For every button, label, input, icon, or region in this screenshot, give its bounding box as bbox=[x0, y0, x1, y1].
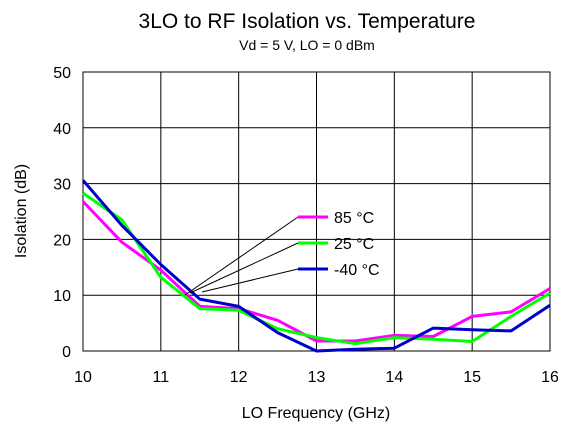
series-line-2 bbox=[82, 191, 551, 346]
y-tick-label: 10 bbox=[53, 288, 71, 305]
y-tick-label: 0 bbox=[62, 344, 71, 361]
legend-leader-line bbox=[184, 216, 299, 296]
chart-subtitle: Vd = 5 V, LO = 0 dBm bbox=[239, 37, 375, 53]
series-line-1 bbox=[81, 200, 551, 343]
legend-leader-line bbox=[189, 242, 299, 294]
y-tick-label: 20 bbox=[53, 232, 71, 249]
x-tick-label: 11 bbox=[153, 369, 170, 386]
x-tick-label: 16 bbox=[541, 369, 559, 386]
y-tick-label: 40 bbox=[53, 121, 71, 138]
x-tick-label: 13 bbox=[308, 369, 326, 386]
legend-label: 85 °C bbox=[334, 210, 374, 227]
x-axis-label: LO Frequency (GHz) bbox=[242, 405, 390, 422]
legend: 85 °C 25 °C -40 °C bbox=[184, 210, 380, 296]
legend-label: 25 °C bbox=[334, 236, 374, 253]
chart-title: 3LO to RF Isolation vs. Temperature bbox=[139, 10, 476, 33]
x-tick-label: 10 bbox=[74, 369, 92, 386]
legend-leader-line bbox=[201, 268, 299, 293]
y-tick-label: 50 bbox=[53, 65, 71, 82]
series-line-3 bbox=[81, 179, 551, 353]
legend-label: -40 °C bbox=[334, 262, 380, 279]
y-tick-label: 30 bbox=[53, 177, 71, 194]
y-tick-labels: 0 10 20 30 40 50 bbox=[53, 65, 71, 361]
x-tick-labels: 10 11 12 13 14 15 16 bbox=[74, 369, 559, 386]
x-tick-label: 12 bbox=[230, 369, 248, 386]
x-tick-label: 14 bbox=[385, 369, 403, 386]
series-lines bbox=[81, 179, 551, 353]
x-tick-label: 15 bbox=[463, 369, 481, 386]
y-axis-label: Isolation (dB) bbox=[13, 164, 30, 258]
